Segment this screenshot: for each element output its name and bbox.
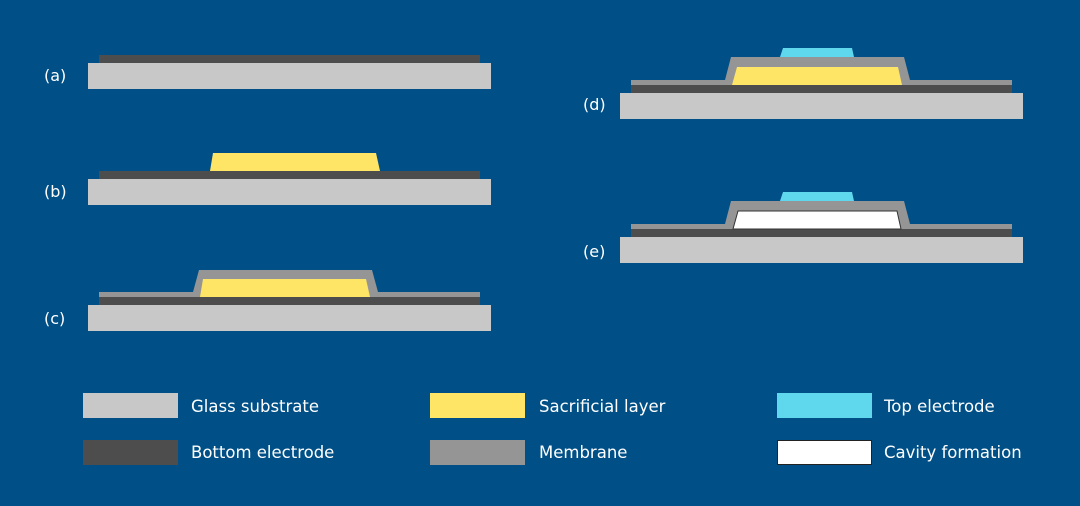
legend-swatch (777, 440, 872, 465)
glass-substrate (88, 179, 491, 205)
legend-swatch (430, 440, 525, 465)
legend-item-membrane: Membrane (430, 440, 627, 465)
legend-label: Glass substrate (191, 397, 319, 416)
step-d: (d) (583, 48, 1023, 119)
legend-swatch (83, 393, 178, 418)
glass-substrate (88, 63, 491, 89)
legend-item-bottom-electrode: Bottom electrode (83, 440, 334, 465)
legend-label: Membrane (539, 443, 627, 462)
step-label: (a) (44, 66, 66, 85)
legend-item-sacrificial-layer: Sacrificial layer (430, 393, 666, 418)
step-label: (e) (583, 242, 605, 261)
legend-swatch (430, 393, 525, 418)
bottom-electrode (99, 297, 480, 305)
legend-label: Cavity formation (884, 443, 1022, 462)
step-e: (e) (583, 192, 1023, 263)
bottom-electrode (99, 171, 480, 179)
legend-label: Top electrode (883, 397, 995, 416)
glass-substrate (620, 93, 1023, 119)
top-electrode (780, 192, 854, 201)
sacrificial-layer (210, 153, 380, 171)
legend-swatch (777, 393, 872, 418)
legend-label: Sacrificial layer (539, 397, 666, 416)
legend-item-glass-substrate: Glass substrate (83, 393, 319, 418)
legend-item-cavity-formation: Cavity formation (777, 440, 1022, 465)
bottom-electrode (99, 55, 480, 63)
legend-item-top-electrode: Top electrode (777, 393, 995, 418)
step-b: (b) (44, 153, 491, 205)
step-label: (c) (44, 309, 65, 328)
top-electrode (780, 48, 854, 57)
step-label: (d) (583, 95, 606, 114)
bottom-electrode (631, 229, 1012, 237)
cavity (732, 210, 902, 230)
sacrificial-layer (200, 279, 370, 297)
step-a: (a) (44, 55, 491, 89)
glass-substrate (620, 237, 1023, 263)
glass-substrate (88, 305, 491, 331)
sacrificial-layer (732, 67, 902, 85)
legend-label: Bottom electrode (191, 443, 334, 462)
bottom-electrode (631, 85, 1012, 93)
step-c: (c) (44, 270, 491, 331)
step-label: (b) (44, 182, 67, 201)
legend: Glass substrate Bottom electrode Sacrifi… (83, 393, 1022, 465)
legend-swatch (83, 440, 178, 465)
